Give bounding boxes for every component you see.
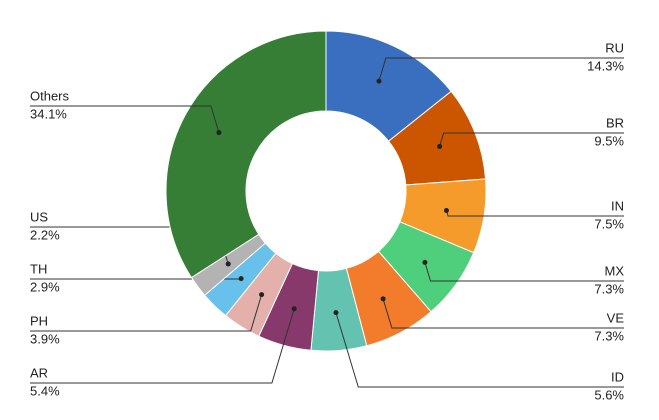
leader-dot [216, 130, 221, 135]
donut-slice [166, 31, 326, 278]
leader-dot [381, 296, 386, 301]
leader-dot [422, 260, 427, 265]
slice-value-label: 34.1% [30, 106, 67, 121]
slice-label: AR [30, 365, 48, 380]
slice-label: RU [605, 40, 624, 55]
slice-value-label: 5.6% [594, 387, 624, 402]
slice-label: ID [611, 369, 624, 384]
leader-dot [292, 306, 297, 311]
slice-value-label: 3.9% [30, 331, 60, 346]
leader-dot [226, 261, 231, 266]
slice-value-label: 7.3% [594, 281, 624, 296]
leader-dot [376, 79, 381, 84]
leader-dot [444, 208, 449, 213]
leader-dot [333, 310, 338, 315]
slice-value-label: 2.2% [30, 227, 60, 242]
slice-value-label: 5.4% [30, 383, 60, 398]
leader-dot [437, 144, 442, 149]
leader-dot [239, 276, 244, 281]
slice-value-label: 7.3% [594, 328, 624, 343]
slice-label: VE [607, 310, 625, 325]
slice-label: MX [605, 263, 625, 278]
slice-label: PH [30, 313, 48, 328]
slice-label: US [30, 209, 48, 224]
slice-value-label: 14.3% [587, 58, 624, 73]
slice-value-label: 2.9% [30, 279, 60, 294]
leader-dot [259, 292, 264, 297]
slice-label: IN [611, 198, 624, 213]
slice-value-label: 7.5% [594, 216, 624, 231]
slice-label: BR [606, 115, 624, 130]
slice-label: TH [30, 261, 47, 276]
slice-value-label: 9.5% [594, 133, 624, 148]
slice-label: Others [30, 88, 70, 103]
